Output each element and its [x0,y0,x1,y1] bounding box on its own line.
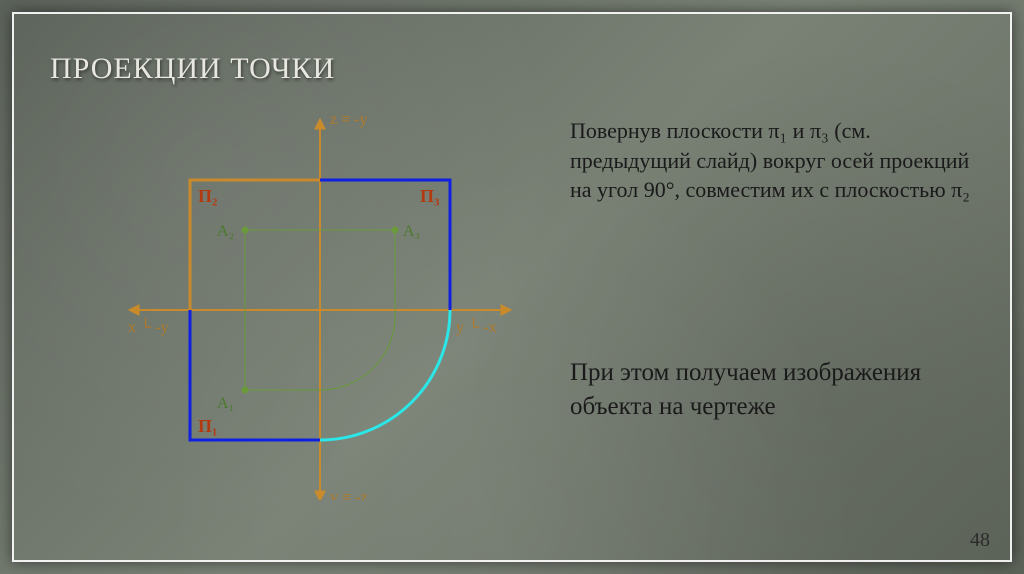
svg-text:П₁: П₁ [198,416,217,436]
svg-text:П₃: П₃ [420,186,440,206]
svg-text:y └ -x: y └ -x [456,317,497,336]
svg-text:z ≡ -y: z ≡ -y [330,111,367,128]
paragraph-1: Повернув плоскости π₁ и π₃ (см. предыдущ… [570,116,990,205]
projection-diagram: z ≡ -y y ≡ -z x └ -y y └ -x П₂ П₃ П₁ A₂ A₃ A₁ [100,80,560,500]
svg-text:A₃: A₃ [403,223,420,240]
svg-text:П₂: П₂ [198,186,217,206]
svg-text:y ≡ -z: y ≡ -z [330,489,367,500]
svg-text:A₂: A₂ [217,223,234,240]
paragraph-2: При этом получаем изображения объекта на… [570,356,990,424]
svg-text:x └ -y: x └ -y [128,317,169,336]
page-number: 48 [970,529,990,552]
svg-text:A₁: A₁ [217,395,234,412]
